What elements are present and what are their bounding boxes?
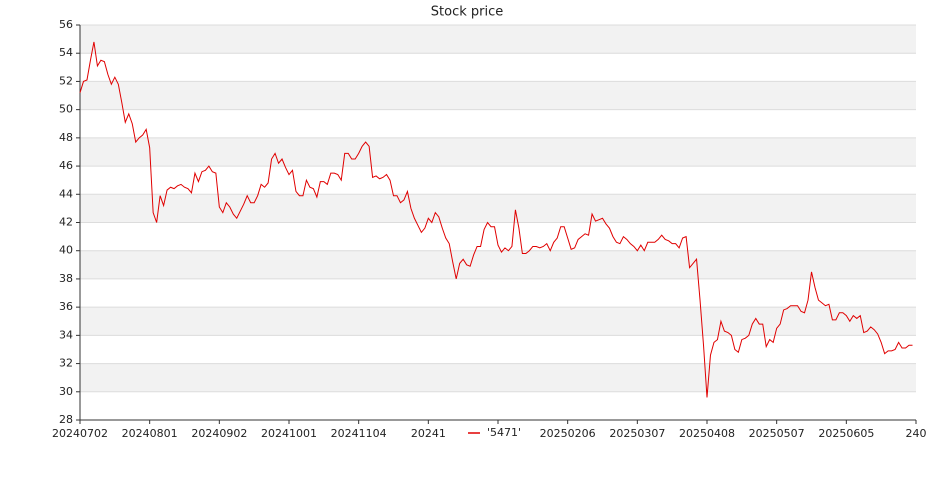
y-tick-label: 40 xyxy=(59,244,73,257)
x-tick-label: 20241001 xyxy=(261,427,317,440)
y-tick-label: 50 xyxy=(59,103,73,116)
y-tick-label: 56 xyxy=(59,18,73,31)
y-tick-label: 48 xyxy=(59,131,73,144)
y-tick-label: 28 xyxy=(59,413,73,426)
y-tick-label: 42 xyxy=(59,216,73,229)
x-tick-label: 20241104 xyxy=(331,427,387,440)
y-tick-label: 34 xyxy=(59,328,73,341)
x-tick-label: 20250408 xyxy=(679,427,735,440)
grid-band xyxy=(80,307,916,336)
x-tick-label: 20250307 xyxy=(609,427,665,440)
grid-band xyxy=(80,250,916,279)
y-tick-label: 38 xyxy=(59,272,73,285)
x-tick-label: 20241 xyxy=(411,427,446,440)
chart-title: Stock price xyxy=(431,5,503,20)
grid-band xyxy=(80,137,916,167)
x-tick-label: 20250507 xyxy=(749,427,805,440)
y-tick-label: 30 xyxy=(59,385,73,398)
grid-band xyxy=(80,194,916,223)
x-tick-label: 20250206 xyxy=(540,427,596,440)
x-tick-label: 20240902 xyxy=(191,427,247,440)
y-tick-label: 32 xyxy=(59,357,73,370)
y-tick-label: 36 xyxy=(59,300,73,313)
legend-label: '5471' xyxy=(487,426,521,439)
x-tick-label: 20240702 xyxy=(52,427,108,440)
x-tick-label: 20250605 xyxy=(818,427,874,440)
x-tick-label: 240 xyxy=(906,427,927,440)
grid-band xyxy=(80,81,916,110)
y-tick-label: 54 xyxy=(59,46,73,59)
y-tick-label: 44 xyxy=(59,187,73,200)
line-series xyxy=(79,41,913,398)
grid-band xyxy=(80,363,916,392)
x-tick-label: 20240801 xyxy=(122,427,178,440)
y-tick-label: 46 xyxy=(59,159,73,172)
legend-box xyxy=(464,426,528,440)
y-tick-label: 52 xyxy=(59,74,73,87)
grid-band xyxy=(80,25,916,54)
